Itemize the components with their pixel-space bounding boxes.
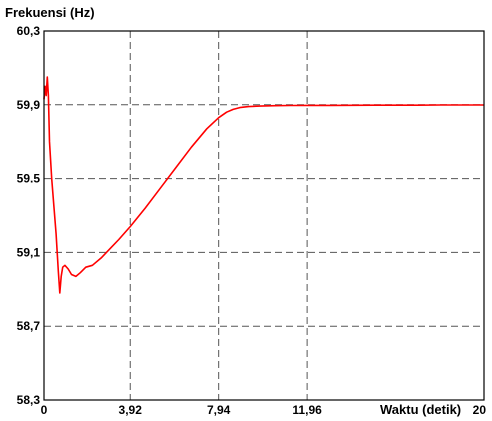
y-tick-label: 59,1 bbox=[17, 245, 41, 259]
y-tick-label: 58,7 bbox=[17, 319, 41, 333]
series-line bbox=[43, 76, 484, 294]
x-tick-label: 11,96 bbox=[292, 403, 322, 417]
x-ticks: 0 3,92 7,94 11,96 20 bbox=[41, 403, 487, 417]
x-tick-label: 3,92 bbox=[119, 403, 143, 417]
y-ticks: 60,3 59,9 59.5 59,1 58,7 58,3 bbox=[17, 24, 41, 407]
grid bbox=[44, 31, 484, 400]
y-tick-label: 58,3 bbox=[17, 393, 41, 407]
x-tick-label: 7,94 bbox=[207, 403, 231, 417]
y-axis-label: Frekuensi (Hz) bbox=[5, 5, 95, 20]
y-tick-label: 59.5 bbox=[17, 172, 41, 186]
x-axis-label: Waktu (detik) bbox=[380, 402, 461, 417]
y-tick-label: 60,3 bbox=[17, 24, 41, 38]
x-tick-label: 0 bbox=[41, 403, 48, 417]
x-tick-label: 20 bbox=[473, 403, 487, 417]
plot-frame bbox=[43, 30, 485, 401]
y-tick-label: 59,9 bbox=[17, 98, 41, 112]
series-group bbox=[43, 76, 484, 294]
